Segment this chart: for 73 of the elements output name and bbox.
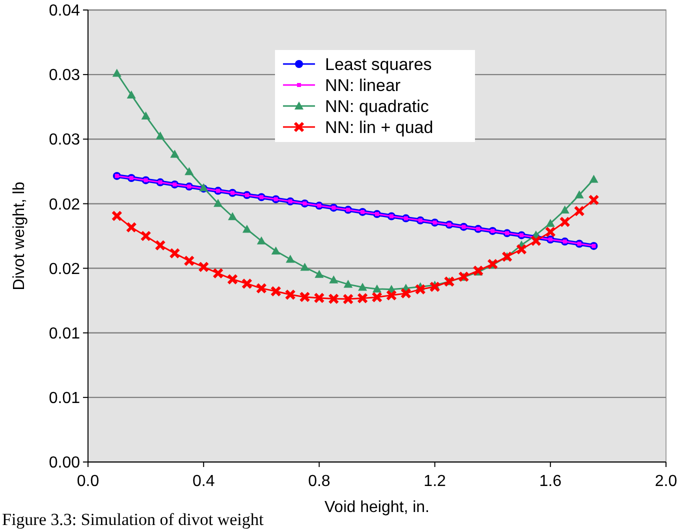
- point: [342, 294, 354, 305]
- point: [544, 226, 556, 238]
- y-tick-label: 0.03: [48, 132, 80, 149]
- point: [242, 224, 252, 233]
- point: [154, 240, 166, 251]
- point: [299, 291, 310, 302]
- point: [574, 190, 584, 198]
- point: [344, 280, 353, 288]
- point: [429, 281, 440, 292]
- point: [386, 290, 397, 301]
- y-tick-label: 0.01: [48, 390, 80, 408]
- point: [256, 282, 267, 294]
- point: [357, 292, 368, 304]
- point: [516, 244, 527, 255]
- legend-label: Least squares: [325, 54, 432, 74]
- point: [329, 275, 338, 284]
- legend-label: NN: quadratic: [325, 96, 430, 116]
- point: [126, 222, 137, 233]
- point: [286, 254, 295, 263]
- point: [530, 235, 542, 246]
- point: [300, 262, 310, 271]
- point: [271, 246, 280, 254]
- x-tick-label: 1.6: [539, 473, 562, 490]
- x-tick-label: 1.2: [424, 473, 446, 490]
- x-tick-label: 2.0: [654, 473, 678, 490]
- point: [214, 198, 223, 207]
- point: [589, 174, 598, 183]
- y-tick-label: 0.00: [48, 454, 80, 472]
- legend-label: NN: lin + quad: [325, 118, 434, 137]
- caption: Figure 3.3: Simulation of divot weight: [2, 510, 264, 529]
- point: [141, 112, 150, 120]
- y-tick-label: 0.01: [48, 325, 80, 342]
- point: [156, 132, 165, 140]
- y-tick-label: 0.04: [48, 2, 80, 20]
- point: [560, 206, 570, 214]
- point: [112, 68, 122, 77]
- x-tick-label: 0.8: [308, 473, 330, 490]
- point: [472, 265, 484, 276]
- point: [400, 288, 412, 299]
- y-tick-label: 0.02: [48, 260, 80, 278]
- point: [140, 230, 152, 242]
- point: [227, 274, 238, 285]
- point: [314, 270, 324, 278]
- point: [256, 236, 266, 244]
- point: [126, 90, 136, 98]
- point: [169, 248, 180, 259]
- point: [546, 218, 555, 227]
- point: [170, 150, 180, 158]
- point: [198, 261, 210, 272]
- point: [372, 284, 382, 292]
- point: [184, 255, 195, 266]
- y-axis-title: Divot weight, lb: [11, 182, 28, 290]
- y-tick-label: 0.02: [48, 196, 80, 214]
- point: [228, 212, 237, 220]
- x-tick-label: 0.0: [76, 473, 100, 490]
- point: [212, 268, 224, 279]
- point: [372, 292, 382, 303]
- x-axis-title: Void height, in.: [324, 499, 430, 516]
- point: [414, 284, 426, 295]
- point: [559, 216, 570, 228]
- point: [241, 278, 252, 290]
- point: [358, 282, 368, 291]
- point: [574, 206, 585, 217]
- point: [588, 194, 600, 206]
- legend-label: NN: linear: [325, 76, 401, 95]
- point: [284, 289, 296, 300]
- point: [184, 167, 194, 176]
- point: [314, 292, 325, 304]
- point: [270, 286, 282, 297]
- point: [328, 293, 340, 304]
- y-tick-label: 0.03: [48, 67, 80, 84]
- x-tick-label: 0.4: [192, 473, 215, 490]
- point: [111, 210, 122, 222]
